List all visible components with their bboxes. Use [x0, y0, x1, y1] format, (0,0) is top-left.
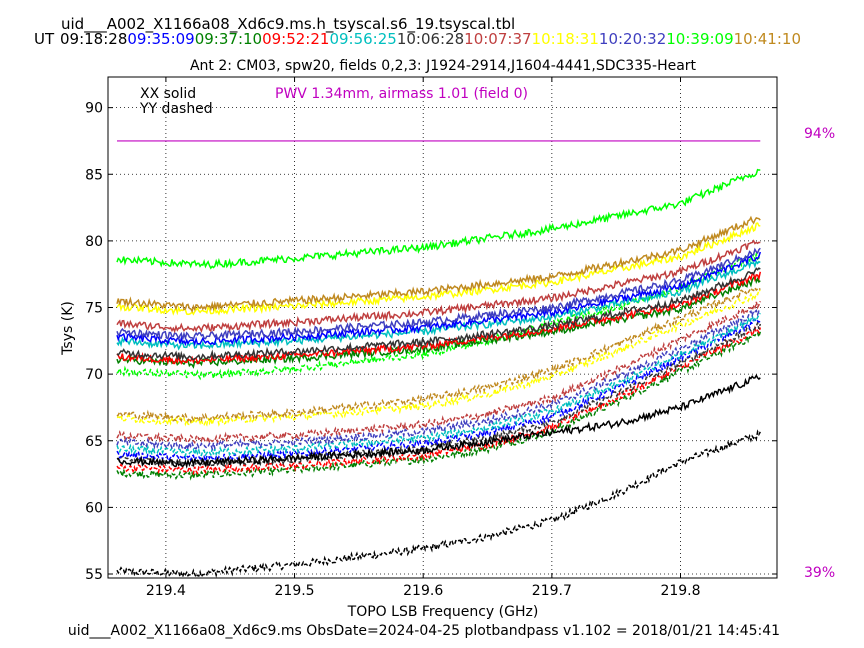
y-tick-label: 55	[85, 567, 103, 583]
series-xx-095221	[116, 271, 762, 366]
legend-dashed: YY dashed	[139, 101, 213, 117]
series-yy-102032	[116, 309, 761, 452]
series-yy-104110	[116, 286, 761, 424]
series-yy-091828	[116, 429, 761, 580]
y-tick-label: 75	[85, 301, 103, 317]
series-xx-102032	[116, 247, 761, 341]
series-xx-091828	[116, 373, 761, 469]
ut-time-2: 09:37:10	[195, 30, 262, 48]
footer-text: uid___A002_X1166a08_Xd6c9.ms ObsDate=202…	[68, 623, 780, 639]
y-tick-label: 60	[85, 500, 103, 516]
ut-time-7: 10:18:31	[532, 30, 599, 48]
ut-time-9: 10:39:09	[666, 30, 733, 48]
ut-times: 09:18:2809:35:0909:37:1009:52:2109:56:25…	[60, 30, 801, 48]
series-xx-093509	[116, 251, 762, 347]
plot-frame	[107, 76, 778, 579]
transmission-bottom-label: 39%	[804, 565, 835, 581]
ut-time-6: 10:07:37	[464, 30, 531, 48]
table-name: uid___A002_X1166a08_Xd6c9.ms.h_tsyscal.s…	[61, 15, 515, 34]
y-tick-label: 85	[85, 167, 103, 183]
x-tick-label: 219.4	[146, 583, 186, 599]
y-tick-label: 90	[85, 101, 103, 117]
x-tick-label: 219.5	[275, 583, 315, 599]
transmission-top-label: 94%	[804, 126, 835, 142]
series-layer	[116, 168, 762, 580]
series-yy-093710	[116, 331, 762, 481]
pwv-annotation: PWV 1.34mm, airmass 1.01 (field 0)	[275, 86, 528, 102]
series-yy-100737	[116, 301, 761, 445]
series-yy-095625	[116, 312, 761, 459]
series-xx-100737	[116, 239, 761, 334]
series-xx-100628	[116, 267, 761, 361]
svg-text:09:18:2809:35:0909:37:1009:52:: 09:18:2809:35:0909:37:1009:52:2109:56:25…	[60, 30, 801, 48]
x-tick-label: 219.7	[532, 583, 572, 599]
ut-time-0: 09:18:28	[60, 30, 127, 48]
series-xx-104110	[116, 215, 761, 313]
series-yy-101831	[116, 288, 761, 428]
series-xx-103909	[116, 168, 761, 270]
y-axis-label: Tsys (K)	[60, 301, 76, 356]
x-tick-label: 219.8	[660, 583, 700, 599]
y-tick-label: 70	[85, 367, 103, 383]
x-tick-label: 219.6	[403, 583, 443, 599]
ut-time-8: 10:20:32	[599, 30, 666, 48]
ut-time-3: 09:52:21	[262, 30, 329, 48]
ut-label: UT	[34, 30, 55, 48]
ut-time-10: 10:41:10	[734, 30, 801, 48]
axis-ticks: 219.4 219.5 219.6 219.7 219.8 55 60 65 70 75 80 85 9…	[85, 77, 777, 599]
ut-time-1: 09:35:09	[127, 30, 194, 48]
series-yy-095221	[116, 325, 762, 476]
y-tick-label: 80	[85, 234, 103, 250]
legend-solid: XX solid	[140, 86, 196, 102]
series-xx-101831	[116, 222, 761, 316]
ut-time-5: 10:06:28	[397, 30, 464, 48]
y-tick-label: 65	[85, 434, 103, 450]
x-axis-label: TOPO LSB Frequency (GHz)	[347, 604, 539, 620]
chart-title: Ant 2: CM03, spw20, fields 0,2,3: J1924-…	[190, 58, 697, 74]
ut-time-4: 09:56:25	[329, 30, 396, 48]
series-xx-095625	[116, 259, 761, 351]
